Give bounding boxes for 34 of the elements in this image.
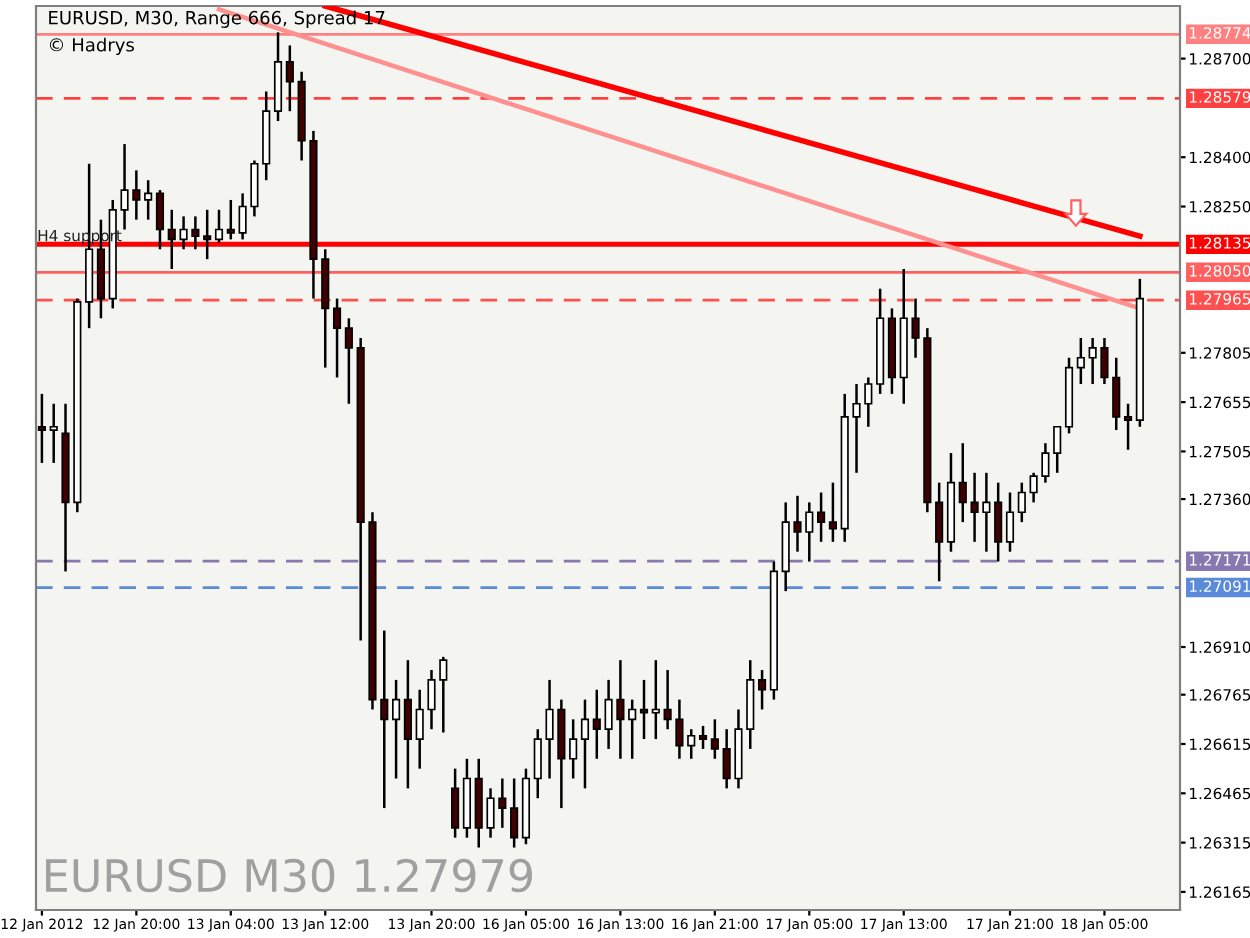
candlestick (628, 698, 637, 761)
annotation: © Hadrys (49, 37, 134, 56)
candlestick (651, 658, 660, 741)
candlestick (1053, 425, 1062, 475)
candlestick (592, 688, 601, 761)
candlestick (757, 668, 767, 711)
candlestick (698, 724, 708, 751)
candlestick (403, 658, 412, 790)
candlestick (639, 678, 649, 741)
candlestick (451, 767, 460, 839)
annotation: EURUSD M30 1.27979 (46, 858, 532, 893)
candlestick (817, 491, 826, 544)
candlestick (510, 777, 519, 849)
candlestick (392, 678, 401, 780)
candlestick (226, 198, 235, 241)
candlestick (285, 44, 294, 113)
candlestick (144, 178, 153, 221)
candlestick (155, 188, 165, 251)
candlestick (935, 481, 944, 583)
candlestick (828, 481, 837, 544)
candlestick (332, 297, 342, 379)
candlestick (1123, 402, 1133, 452)
candlestick (344, 317, 353, 406)
candlestick (1017, 481, 1026, 524)
candlestick (994, 481, 1003, 563)
candlestick (203, 208, 212, 261)
candlestick (1005, 491, 1015, 553)
candlestick (214, 208, 224, 244)
candlestick (49, 402, 58, 465)
candlestick (710, 718, 719, 761)
candlestick (569, 718, 578, 780)
candlestick (580, 698, 590, 790)
candlestick (1076, 336, 1085, 386)
candlestick (37, 392, 46, 465)
